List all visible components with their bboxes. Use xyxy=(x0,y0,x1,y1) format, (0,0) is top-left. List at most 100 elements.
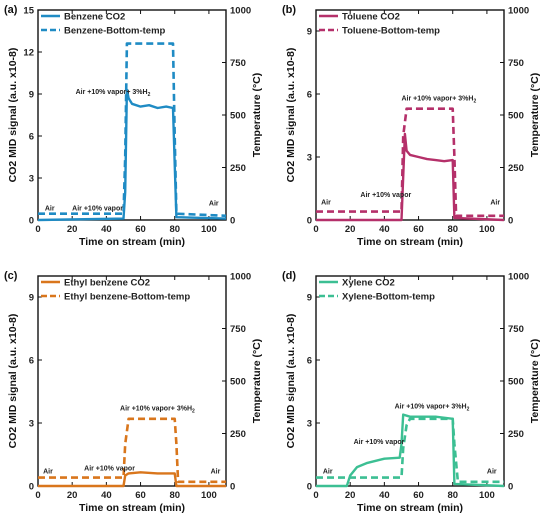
annotation-label: Air xyxy=(321,199,331,206)
series-line-temperature xyxy=(38,42,227,218)
y-tick-label-right: 500 xyxy=(508,377,524,388)
x-tick-label: 0 xyxy=(313,490,318,501)
annotation-label: Air +10% vapor xyxy=(360,192,411,199)
y-tick-label-left: 3 xyxy=(307,419,312,430)
x-tick-label: 80 xyxy=(447,490,458,501)
annotation-subscript: 2 xyxy=(473,98,476,104)
x-axis-label: Time on stream (min) xyxy=(357,502,463,514)
legend-entry: Xylene-Bottom-temp xyxy=(342,292,435,303)
annotation-label: Air +10% vapor+ 3%H2 xyxy=(76,89,151,98)
annotation-label: Air xyxy=(487,468,497,475)
x-tick-label: 100 xyxy=(201,224,217,235)
legend-entry: Toluene CO2 xyxy=(342,12,400,23)
x-tick-label: 20 xyxy=(67,490,78,501)
annotation-text: Air xyxy=(209,200,219,207)
y-tick-label-right: 1000 xyxy=(508,6,529,17)
y-axis-label-right: Temperature (°C) xyxy=(251,339,263,424)
y-tick-label-left: 6 xyxy=(29,356,34,367)
legend-entry: Ethyl benzene CO2 xyxy=(64,278,150,289)
y-axis-label-left: CO2 MID signal (a.u. x10-8) xyxy=(285,48,297,183)
x-tick-label: 40 xyxy=(379,224,390,235)
plot-frame xyxy=(37,9,227,221)
y-tick-label-left: 0 xyxy=(29,482,34,493)
y-axis-label-right: Temperature (°C) xyxy=(251,73,263,158)
annotation-label: Air xyxy=(45,206,55,213)
annotation-text: Air +10% vapor xyxy=(84,465,135,472)
x-tick-label: 60 xyxy=(413,490,424,501)
annotation-label: Air xyxy=(211,468,221,475)
y-tick-label-left: 6 xyxy=(29,132,34,143)
x-tick-label: 100 xyxy=(479,224,495,235)
y-tick-label-right: 500 xyxy=(230,111,246,122)
series-line-temperature xyxy=(316,417,504,484)
legend-entry: Toluene-Bottom-temp xyxy=(342,26,440,37)
panel-label: (b) xyxy=(282,4,296,16)
y-tick-label-left: 0 xyxy=(29,216,34,227)
series-line-co2 xyxy=(316,132,505,222)
y-tick-label-left: 3 xyxy=(29,419,34,430)
x-tick-label: 60 xyxy=(135,224,146,235)
x-tick-label: 100 xyxy=(479,490,495,501)
series-line-temperature xyxy=(38,417,226,484)
y-tick-label-right: 250 xyxy=(508,429,524,440)
y-tick-label-left: 3 xyxy=(29,174,34,185)
y-tick-label-left: 9 xyxy=(307,27,312,38)
panel-label: (d) xyxy=(282,270,296,282)
series-line-co2 xyxy=(316,413,505,488)
panel-label: (c) xyxy=(4,270,18,282)
annotation-text: Air xyxy=(487,468,497,475)
x-tick-label: 60 xyxy=(135,490,146,501)
y-tick-label-left: 6 xyxy=(307,90,312,101)
x-axis-label: Time on stream (min) xyxy=(79,502,185,514)
y-tick-label-left: 3 xyxy=(307,153,312,164)
annotation-text: Air +10% vapor xyxy=(360,192,411,199)
y-tick-label-right: 750 xyxy=(230,324,246,335)
legend-entry: Ethyl benzene-Bottom-temp xyxy=(64,292,190,303)
y-tick-label-right: 500 xyxy=(230,377,246,388)
annotation-text: Air +10% vapor xyxy=(354,439,405,446)
annotation-label: Air +10% vapor xyxy=(354,439,405,446)
annotation-label: Air +10% vapor+ 3%H2 xyxy=(401,95,476,104)
annotation-text: Air +10% vapor+ 3%H xyxy=(401,95,473,102)
y-tick-label-left: 6 xyxy=(307,356,312,367)
annotation-label: Air xyxy=(323,468,333,475)
annotation-label: Air +10% vapor+ 3%H2 xyxy=(395,403,470,412)
panel-label: (a) xyxy=(4,4,18,16)
y-tick-label-right: 1000 xyxy=(230,6,251,17)
annotation-text: Air xyxy=(211,468,221,475)
x-tick-label: 20 xyxy=(345,224,356,235)
y-tick-label-right: 750 xyxy=(508,58,524,69)
annotation-label: Air +10% vapor xyxy=(72,206,123,213)
annotation-text: Air +10% vapor xyxy=(72,206,123,213)
y-tick-label-left: 9 xyxy=(29,90,34,101)
plot-frame xyxy=(37,275,227,487)
y-tick-label-left: 15 xyxy=(23,6,34,17)
y-tick-label-right: 0 xyxy=(230,216,235,227)
x-axis-label: Time on stream (min) xyxy=(357,236,463,248)
x-tick-label: 100 xyxy=(201,490,217,501)
annotation-label: Air xyxy=(209,200,219,207)
x-tick-label: 40 xyxy=(379,490,390,501)
y-tick-label-right: 0 xyxy=(230,482,235,493)
annotation-text: Air xyxy=(45,206,55,213)
annotation-subscript: 2 xyxy=(467,406,470,412)
x-tick-label: 0 xyxy=(35,490,40,501)
x-tick-label: 80 xyxy=(447,224,458,235)
y-tick-label-right: 0 xyxy=(508,482,513,493)
y-axis-label-left: CO2 MID signal (a.u. x10-8) xyxy=(7,314,19,449)
annotation-text: Air +10% vapor+ 3%H xyxy=(395,403,467,410)
annotation-text: Air xyxy=(321,199,331,206)
x-tick-label: 40 xyxy=(101,224,112,235)
y-tick-label-right: 250 xyxy=(508,163,524,174)
series-line-co2 xyxy=(37,88,227,222)
y-tick-label-left: 12 xyxy=(23,48,34,59)
annotation-label: Air +10% vapor xyxy=(84,465,135,472)
y-axis-label-right: Temperature (°C) xyxy=(529,73,541,158)
y-axis-label-right: Temperature (°C) xyxy=(529,339,541,424)
plot-frame xyxy=(315,9,505,221)
plot-frame xyxy=(315,275,505,487)
y-axis-label-left: CO2 MID signal (a.u. x10-8) xyxy=(285,314,297,449)
